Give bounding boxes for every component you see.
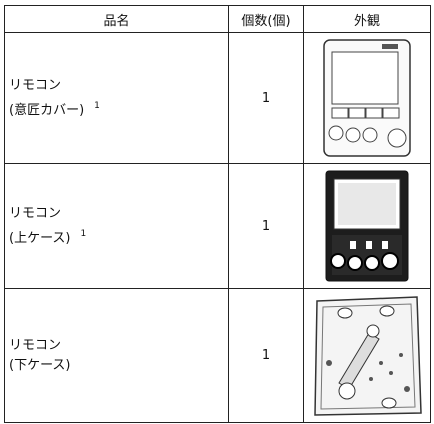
name-line: (上ケース) 1 — [9, 224, 228, 249]
count-cell: 1 — [228, 288, 304, 423]
name-text: (意匠カバー) — [9, 102, 85, 118]
name-line: リモコン — [9, 205, 62, 221]
name-text: (上ケース) — [9, 230, 71, 246]
parts-table: 品名 個数(個) 外観 リモコン (意匠カバー) 1 1 リモコン (上ケース) 1 1 — [4, 5, 431, 423]
count-cell: 1 — [228, 163, 304, 289]
row: リモコン (上ケース) 1 1 — [4, 163, 431, 289]
row: リモコン (下ケース) 1 — [4, 288, 431, 423]
row: リモコン (意匠カバー) 1 1 — [4, 32, 431, 164]
name-line: (意匠カバー) 1 — [9, 96, 228, 121]
count-cell: 1 — [228, 32, 304, 164]
note: 1 — [94, 100, 100, 111]
name-line: リモコン — [9, 77, 62, 93]
header-row: 品名 個数(個) 外観 — [4, 5, 431, 33]
image-cell — [303, 163, 431, 289]
name-cell: リモコン (上ケース) 1 — [4, 163, 229, 289]
header-cell: 品名 — [4, 5, 229, 33]
name-cell: リモコン (意匠カバー) 1 — [4, 32, 229, 164]
lower-case-image — [314, 295, 422, 416]
image-cell — [303, 288, 431, 423]
name-line: リモコン — [9, 337, 62, 353]
image-cell — [303, 32, 431, 164]
name-cell: リモコン (下ケース) — [4, 288, 229, 423]
header-cell: 個数(個) — [228, 5, 304, 33]
note: 1 — [80, 228, 87, 239]
remote-cover-image — [323, 39, 411, 157]
header-cell: 外観 — [303, 5, 431, 33]
upper-case-image — [325, 170, 409, 282]
name-line: (下ケース) — [9, 357, 71, 373]
